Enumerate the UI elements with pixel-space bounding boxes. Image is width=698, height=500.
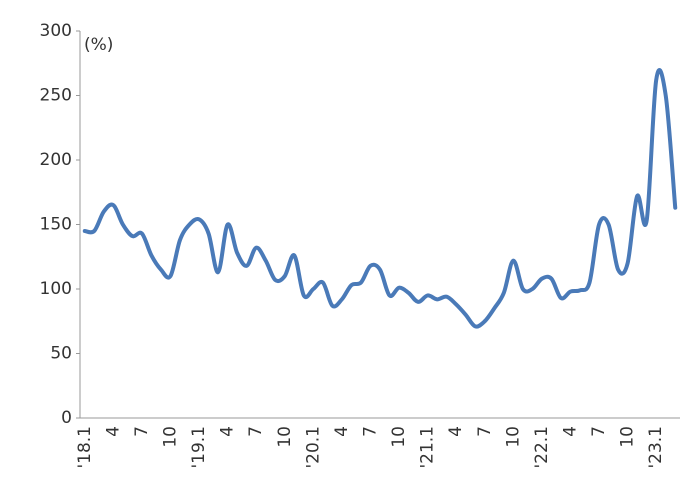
unit-label: (%) (84, 35, 113, 55)
y-tick-label: 150 (40, 215, 72, 235)
x-tick-label: 4 (332, 426, 352, 437)
x-tick-label: 10 (503, 426, 523, 448)
x-tick-label: 10 (160, 426, 180, 448)
x-tick-label: '19.1 (189, 426, 209, 469)
y-tick-label: 300 (40, 21, 72, 41)
x-tick-label: 10 (389, 426, 409, 448)
x-tick-label: '20.1 (303, 426, 323, 469)
x-tick-label: 4 (103, 426, 123, 437)
y-tick-label: 0 (61, 408, 72, 428)
x-tick-label: 4 (218, 426, 238, 437)
x-tick-label: '21.1 (418, 426, 438, 469)
x-tick-label: 10 (275, 426, 295, 448)
x-tick-label: 10 (618, 426, 638, 448)
y-tick-label: 100 (40, 279, 72, 299)
x-tick-label: '23.1 (646, 426, 666, 469)
data-line (82, 68, 678, 329)
y-tick-label: 50 (50, 344, 72, 364)
x-tick-label: '22.1 (532, 426, 552, 469)
x-tick-label: 7 (360, 426, 380, 437)
x-tick-label: 7 (132, 426, 152, 437)
x-tick-label: 4 (560, 426, 580, 437)
x-tick-label: 7 (246, 426, 266, 437)
x-tick-label: 7 (589, 426, 609, 437)
x-tick-label: 4 (446, 426, 466, 437)
x-tick-label: 7 (475, 426, 495, 437)
y-tick-label: 250 (40, 86, 72, 106)
x-tick-label: '18.1 (75, 426, 95, 469)
y-tick-label: 200 (40, 150, 72, 170)
